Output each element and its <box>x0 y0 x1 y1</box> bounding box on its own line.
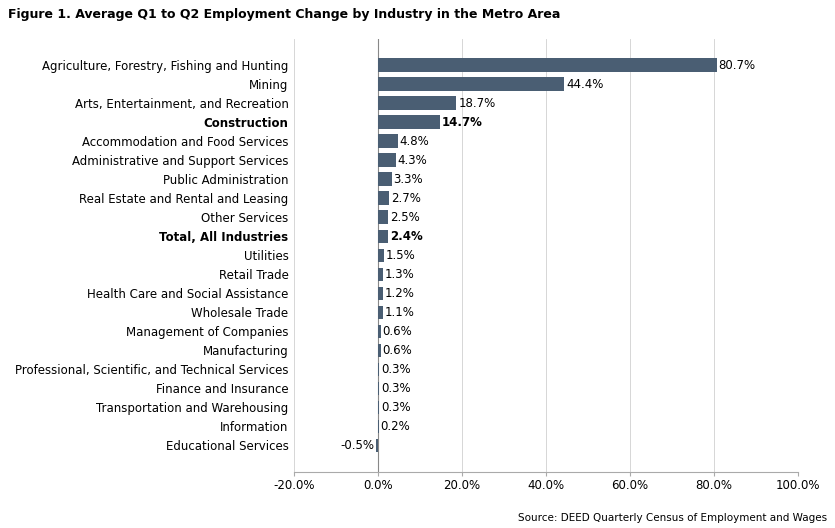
Bar <box>378 154 396 167</box>
Bar <box>378 325 381 338</box>
Text: 44.4%: 44.4% <box>566 78 604 91</box>
Bar <box>378 116 440 129</box>
Text: 80.7%: 80.7% <box>718 59 756 72</box>
Text: 1.2%: 1.2% <box>385 287 415 300</box>
Text: 1.1%: 1.1% <box>384 306 414 319</box>
Bar <box>376 439 378 452</box>
Bar <box>378 59 716 72</box>
Text: 2.4%: 2.4% <box>390 230 423 243</box>
Text: 0.3%: 0.3% <box>381 401 411 414</box>
Bar <box>378 401 379 414</box>
Bar <box>378 363 379 376</box>
Text: 3.3%: 3.3% <box>393 173 423 186</box>
Bar <box>378 420 379 433</box>
Text: Source: DEED Quarterly Census of Employment and Wages: Source: DEED Quarterly Census of Employm… <box>518 513 827 523</box>
Text: 1.5%: 1.5% <box>386 249 416 262</box>
Bar <box>378 173 392 186</box>
Text: 0.6%: 0.6% <box>382 325 412 338</box>
Text: 0.2%: 0.2% <box>381 420 410 433</box>
Bar <box>378 78 564 91</box>
Bar <box>378 230 388 243</box>
Bar <box>378 97 457 110</box>
Bar <box>378 135 398 148</box>
Bar <box>378 211 388 224</box>
Text: 0.3%: 0.3% <box>381 363 411 376</box>
Text: 1.3%: 1.3% <box>385 268 415 281</box>
Text: 0.3%: 0.3% <box>381 382 411 395</box>
Bar <box>378 344 381 357</box>
Text: 4.3%: 4.3% <box>397 154 428 167</box>
Text: 2.5%: 2.5% <box>390 211 420 224</box>
Text: -0.5%: -0.5% <box>340 439 374 452</box>
Bar <box>378 268 383 281</box>
Bar <box>378 192 389 205</box>
Bar <box>378 249 384 262</box>
Text: Figure 1. Average Q1 to Q2 Employment Change by Industry in the Metro Area: Figure 1. Average Q1 to Q2 Employment Ch… <box>8 8 561 21</box>
Text: 14.7%: 14.7% <box>442 116 483 129</box>
Bar <box>378 306 382 319</box>
Text: 0.6%: 0.6% <box>382 344 412 357</box>
Bar <box>378 287 383 300</box>
Text: 4.8%: 4.8% <box>400 135 429 148</box>
Text: 18.7%: 18.7% <box>458 97 495 110</box>
Text: 2.7%: 2.7% <box>391 192 421 205</box>
Bar <box>378 382 379 395</box>
